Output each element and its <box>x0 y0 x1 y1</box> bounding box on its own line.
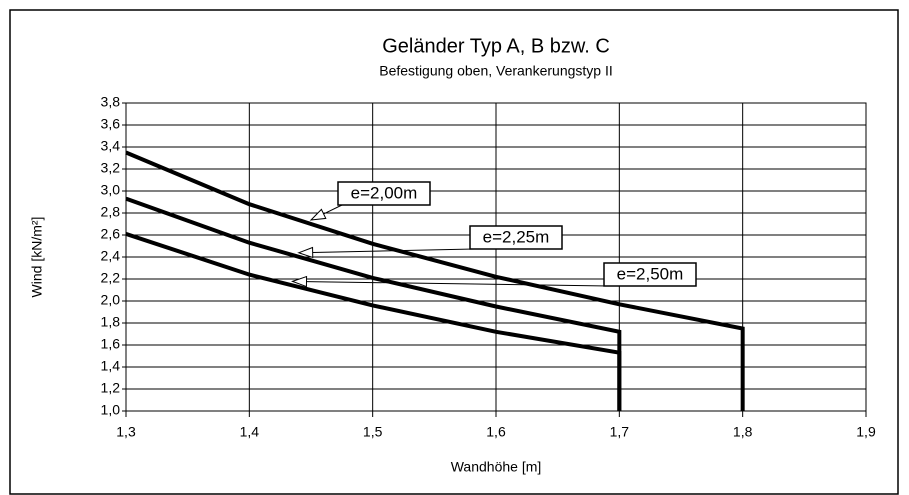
series-label: e=2,50m <box>617 264 684 283</box>
series-label: e=2,25m <box>483 227 550 246</box>
y-tick-label: 3,2 <box>101 160 121 176</box>
chart-subtitle: Befestigung oben, Verankerungstyp II <box>379 63 613 79</box>
x-tick-label: 1,3 <box>116 424 136 440</box>
y-tick-label: 3,8 <box>101 94 121 110</box>
y-tick-label: 1,6 <box>101 336 121 352</box>
x-tick-label: 1,7 <box>610 424 630 440</box>
y-tick-label: 2,0 <box>101 292 121 308</box>
callout-line <box>323 204 343 215</box>
callout-line <box>306 281 609 287</box>
y-tick-label: 3,0 <box>101 182 121 198</box>
y-tick-label: 1,0 <box>101 402 121 418</box>
y-tick-label: 1,2 <box>101 380 121 396</box>
frame <box>9 9 899 495</box>
line <box>125 196 622 411</box>
y-tick-label: 1,4 <box>101 358 121 374</box>
callout-box <box>469 225 563 250</box>
y-tick-label: 3,6 <box>101 116 121 132</box>
y-tick-label: 2,8 <box>101 204 121 220</box>
y-tick-label: 3,4 <box>101 138 121 154</box>
line <box>125 150 745 411</box>
x-tick-label: 1,4 <box>240 424 260 440</box>
y-tick-label: 2,6 <box>101 226 121 242</box>
plot-area <box>125 102 867 412</box>
y-tick-label: 2,2 <box>101 270 121 286</box>
callout-arrow <box>291 275 308 288</box>
x-axis-label: Wandhöhe [m] <box>451 459 542 475</box>
callout-box <box>337 181 431 206</box>
x-tick-label: 1,8 <box>733 424 753 440</box>
x-tick-label: 1,5 <box>363 424 383 440</box>
callout-arrow <box>297 246 314 259</box>
callout-arrow <box>309 208 327 221</box>
y-axis-label: Wind [kN/m²] <box>29 217 45 298</box>
line <box>125 232 622 411</box>
callout-box <box>603 262 697 287</box>
chart-title: Geländer Typ A, B bzw. C <box>382 35 610 57</box>
callout-line <box>312 248 475 253</box>
series-label: e=2,00m <box>351 183 418 202</box>
x-tick-label: 1,9 <box>856 424 876 440</box>
y-tick-label: 2,4 <box>101 248 121 264</box>
x-tick-label: 1,6 <box>486 424 506 440</box>
y-tick-label: 1,8 <box>101 314 121 330</box>
